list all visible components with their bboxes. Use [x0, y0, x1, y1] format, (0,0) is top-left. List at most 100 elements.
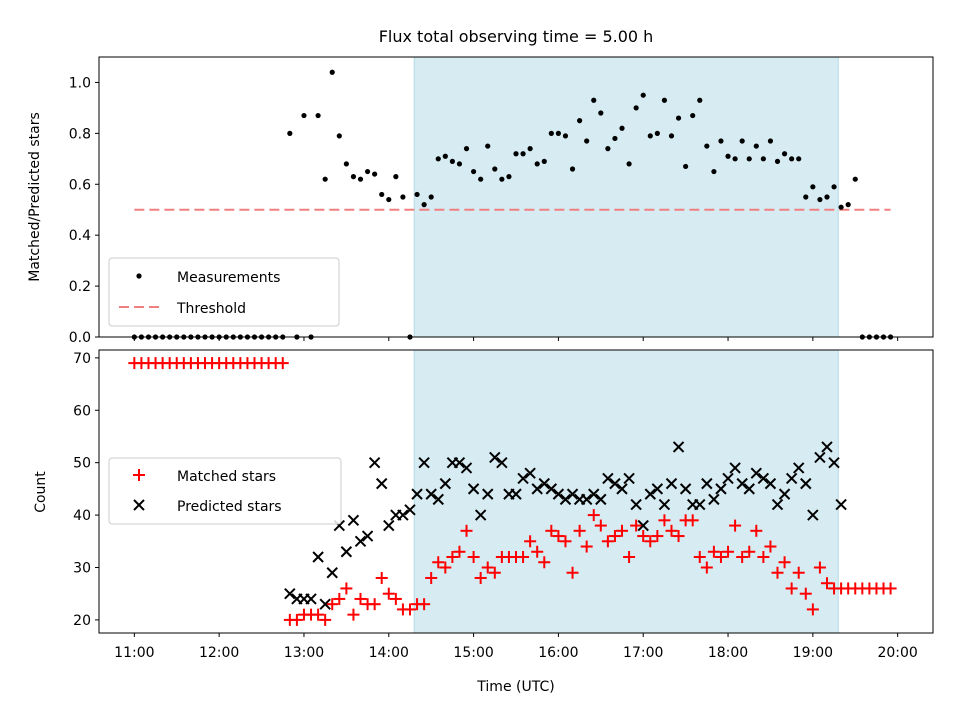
- bottom-plot: 20 30 40 50 60 70 11:00 12:00 13:00 14:00 15:00 16…: [33, 349, 934, 695]
- measurement-point: [626, 161, 632, 167]
- predicted-star-point: [757, 472, 770, 485]
- matched-star-point: [333, 592, 346, 605]
- predicted-star-point: [425, 488, 437, 500]
- matched-star-point: [820, 577, 833, 590]
- bottom-x-tick-label: 16:00: [538, 645, 578, 661]
- bottom-y-ticks: 20 30 40 50 60 70: [73, 351, 99, 629]
- measurement-point: [449, 158, 455, 164]
- predicted-star-point: [821, 441, 833, 453]
- matched-star-point: [312, 608, 325, 621]
- top-y-axis-label: Matched/Predicted stars: [27, 112, 43, 282]
- predicted-star-point: [439, 477, 452, 490]
- matched-star-point: [418, 598, 431, 611]
- predicted-star-point: [616, 483, 628, 495]
- matched-star-point: [799, 587, 812, 600]
- matched-star-point: [340, 582, 353, 595]
- matched-star-point: [566, 566, 579, 579]
- measurement-point: [499, 176, 505, 182]
- bottom-x-tick-label: 18:00: [708, 645, 748, 661]
- measurement-point: [824, 194, 830, 200]
- predicted-star-point: [510, 488, 522, 500]
- matched-star-point: [792, 566, 805, 579]
- measurement-point: [463, 146, 470, 152]
- matched-star-point: [778, 556, 791, 569]
- predicted-star-point: [708, 493, 720, 506]
- matched-star-point: [644, 535, 657, 548]
- measurement-point: [541, 158, 547, 164]
- predicted-star-point: [630, 498, 642, 511]
- measurement-point: [456, 161, 463, 167]
- measurement-point: [492, 166, 498, 172]
- matched-star-point: [608, 530, 621, 543]
- bottom-legend-box: [108, 457, 342, 525]
- measurement-point: [379, 191, 385, 198]
- matched-star-point: [813, 561, 826, 574]
- matched-star-point: [319, 613, 332, 626]
- measurement-point: [711, 168, 717, 175]
- matched-star-point: [729, 519, 742, 532]
- measurement-point: [831, 184, 837, 190]
- top-y-tick-label: 0.6: [69, 177, 91, 193]
- top-y-ticks: 0.0 0.2 0.4 0.6 0.8 1.0: [69, 75, 99, 346]
- predicted-star-point: [694, 498, 706, 511]
- predicted-star-point: [496, 456, 508, 469]
- measurement-point: [781, 151, 788, 157]
- bottom-x-tick-label: 11:00: [114, 645, 154, 661]
- predicted-star-point: [517, 472, 529, 485]
- predicted-star-point: [750, 467, 763, 479]
- matched-star-point: [707, 545, 720, 558]
- predicted-star-point: [467, 483, 480, 495]
- measurement-point: [577, 118, 583, 124]
- measurement-point: [372, 171, 378, 177]
- predicted-star-point: [453, 456, 466, 469]
- matched-star-point: [517, 551, 530, 564]
- measurement-point: [605, 146, 611, 152]
- predicted-star-point: [326, 567, 338, 579]
- bottom-legend: Matched stars Predicted stars: [108, 457, 342, 525]
- matched-star-point: [700, 561, 713, 574]
- top-y-tick-label: 0.8: [69, 126, 91, 142]
- measurement-point: [527, 146, 533, 152]
- measurement-point: [421, 202, 427, 208]
- measurement-point: [414, 191, 420, 198]
- measurement-point: [640, 92, 646, 98]
- bottom-y-axis-label: Count: [33, 471, 49, 513]
- matched-star-point: [806, 603, 819, 616]
- predicted-star-point: [489, 451, 501, 464]
- measurement-point: [746, 156, 752, 162]
- predicted-star-point: [764, 477, 777, 490]
- matched-star-point: [764, 540, 777, 553]
- predicted-star-point: [778, 488, 791, 500]
- measurement-point: [336, 133, 342, 139]
- matched-star-point: [714, 551, 727, 564]
- predicted-star-point: [722, 472, 734, 485]
- measurement-point: [548, 130, 554, 136]
- bottom-y-tick-label: 20: [73, 613, 91, 629]
- measurement-point: [817, 196, 823, 203]
- matched-star-point: [538, 556, 551, 569]
- predicted-star-point: [404, 504, 416, 516]
- measurement-point: [852, 176, 858, 182]
- predicted-star-point: [602, 472, 614, 485]
- measurement-point: [661, 97, 668, 103]
- predicted-star-point: [319, 598, 331, 610]
- measurement-point: [774, 158, 781, 164]
- measurement-point: [506, 174, 512, 180]
- predicted-star-point: [658, 498, 671, 511]
- predicted-star-point: [807, 509, 819, 521]
- predicted-star-point: [340, 546, 353, 558]
- measurement-point: [690, 112, 696, 119]
- matched-star-point: [601, 535, 614, 548]
- matched-star-point: [884, 582, 897, 595]
- predicted-star-point: [609, 477, 621, 490]
- measurement-point: [534, 161, 540, 167]
- bottom-y-tick-label: 30: [73, 560, 91, 576]
- matched-stars-legend-label: Matched stars: [177, 469, 276, 485]
- predicted-star-point: [715, 483, 727, 495]
- matched-star-point: [453, 545, 466, 558]
- measurement-point: [301, 112, 307, 119]
- measurement-point: [619, 125, 625, 131]
- predicted-star-point: [460, 462, 473, 474]
- matched-star-point: [623, 551, 636, 564]
